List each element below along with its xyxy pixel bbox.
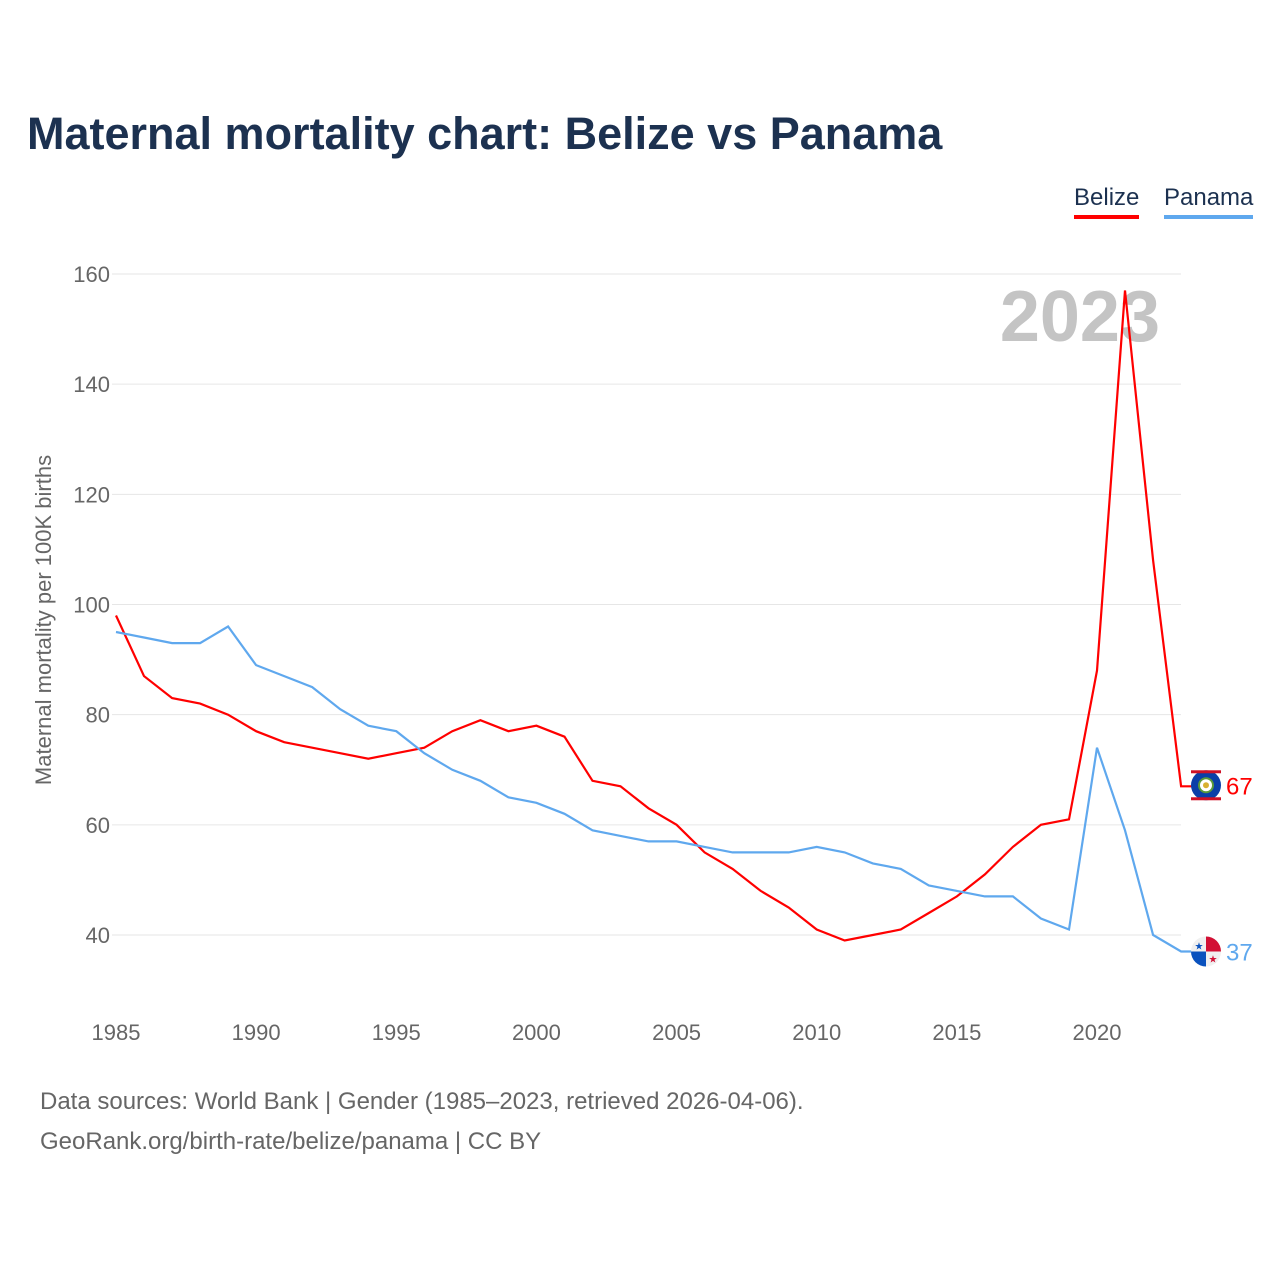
series-line-panama — [115, 625, 1194, 953]
y-axis-label: Maternal mortality per 100K births — [31, 455, 56, 785]
x-tick-label: 1995 — [372, 1020, 421, 1045]
x-tick-label: 2020 — [1073, 1020, 1122, 1045]
x-tick-label: 2000 — [512, 1020, 561, 1045]
panama-flag-red-star: ★ — [1209, 955, 1218, 966]
x-tick-label: 1990 — [232, 1020, 281, 1045]
source-link[interactable]: GeoRank.org/birth-rate/belize/panama | C… — [40, 1128, 542, 1155]
y-tick-label: 160 — [73, 262, 110, 287]
y-tick-label: 40 — [86, 923, 110, 948]
end-value-label-belize: 67 — [1226, 773, 1253, 800]
belize-flag-emblem-center — [1203, 782, 1209, 789]
series-line-belize — [115, 290, 1194, 942]
legend-item-belize[interactable]: Belize — [1074, 184, 1140, 219]
x-tick-label: 2015 — [932, 1020, 981, 1045]
y-tick-label: 120 — [73, 482, 110, 507]
panama-flag-blue-quarter — [1191, 951, 1206, 967]
x-tick-label: 1985 — [92, 1020, 141, 1045]
y-tick-label: 100 — [73, 593, 110, 618]
end-value-label-panama: 37 — [1226, 940, 1253, 967]
y-tick-label: 80 — [86, 703, 110, 728]
panama-flag-blue-star: ★ — [1195, 942, 1204, 953]
x-tick-label: 2010 — [792, 1020, 841, 1045]
belize-flag-stripe — [1191, 797, 1221, 801]
chart-title: Maternal mortality chart: Belize vs Pana… — [27, 108, 943, 159]
panama-flag-red-quarter — [1206, 936, 1221, 952]
y-tick-label: 60 — [86, 813, 110, 838]
x-tick-label: 2005 — [652, 1020, 701, 1045]
source-line: Data sources: World Bank | Gender (1985–… — [40, 1088, 804, 1115]
y-tick-label: 140 — [73, 372, 110, 397]
legend-item-panama[interactable]: Panama — [1164, 184, 1254, 219]
belize-flag-stripe — [1191, 770, 1221, 774]
year-watermark: 2023 — [1000, 277, 1160, 357]
